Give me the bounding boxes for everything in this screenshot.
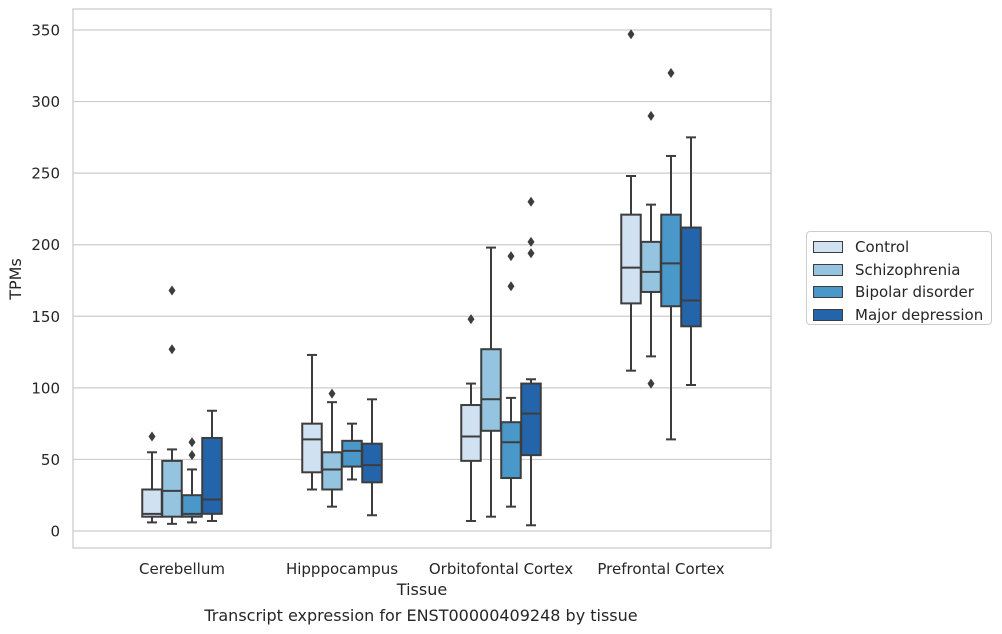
legend-label: Control (855, 238, 910, 257)
outlier-point (168, 285, 176, 296)
y-tick-label: 100 (31, 379, 60, 397)
x-tick-label: Cerebellum (139, 560, 225, 578)
plot-frame (72, 8, 772, 549)
outlier-point (168, 344, 176, 355)
box-major-depression (680, 136, 702, 386)
box-schizophrenia (640, 110, 662, 389)
x-axis-ticks: Cerebellum Hipppocampus Orbitofontal Corte… (139, 560, 725, 578)
box-iqr (361, 442, 383, 484)
outlier-point (507, 281, 515, 292)
legend-label: Major depression (855, 305, 984, 324)
box-iqr (141, 488, 163, 518)
outlier-point (188, 437, 196, 448)
outlier-point (188, 450, 196, 461)
y-tick-label: 200 (31, 236, 60, 254)
box-bipolar-disorder (181, 437, 203, 524)
outlier-point (507, 251, 515, 262)
outlier-point (527, 236, 535, 247)
legend-item: Schizophrenia (813, 259, 991, 282)
legend-swatch (813, 241, 843, 254)
legend-item: Bipolar disorder (813, 281, 991, 304)
outlier-point (467, 314, 475, 325)
legend-item: Major depression (813, 304, 991, 327)
x-tick-label: Orbitofontal Cortex (429, 560, 573, 578)
y-tick-label: 150 (31, 308, 60, 326)
chart-caption: Transcript expression for ENST0000040924… (204, 606, 638, 625)
y-tick-label: 300 (31, 93, 60, 111)
box-schizophrenia (321, 388, 343, 508)
box-major-depression (201, 409, 223, 522)
box-iqr (520, 382, 542, 457)
box-iqr (341, 439, 363, 468)
box-control (460, 314, 482, 522)
box-control (301, 353, 323, 491)
box-iqr (640, 240, 662, 293)
outlier-point (527, 196, 535, 207)
outlier-point (627, 29, 635, 40)
box-schizophrenia (161, 285, 183, 525)
x-axis-label: Tissue (396, 580, 447, 599)
box-major-depression (361, 398, 383, 517)
box-schizophrenia (480, 246, 502, 518)
box-control (141, 431, 163, 524)
box-plots (141, 29, 702, 527)
legend-item: Control (813, 236, 991, 259)
box-iqr (301, 422, 323, 474)
legend-swatch (813, 263, 843, 276)
outlier-point (328, 388, 336, 399)
box-iqr (321, 451, 343, 491)
outlier-point (647, 378, 655, 389)
y-axis-label: TPMs (6, 258, 25, 301)
y-tick-label: 350 (31, 22, 60, 40)
legend-label: Schizophrenia (855, 260, 961, 279)
box-iqr (201, 436, 223, 515)
box-iqr (161, 459, 183, 518)
box-iqr (480, 348, 502, 432)
x-tick-label: Prefrontal Cortex (597, 560, 724, 578)
outlier-point (148, 431, 156, 442)
outlier-point (527, 248, 535, 259)
legend: Control Schizophrenia Bipolar disorder Majo… (806, 231, 992, 325)
legend-swatch (813, 308, 843, 321)
outlier-point (667, 67, 675, 78)
box-iqr (460, 404, 482, 462)
box-iqr (500, 421, 522, 480)
box-bipolar-disorder (660, 67, 682, 441)
y-tick-label: 250 (31, 165, 60, 183)
legend-swatch (813, 286, 843, 299)
y-tick-label: 0 (50, 523, 60, 541)
box-bipolar-disorder (341, 422, 363, 481)
box-iqr (660, 213, 682, 308)
x-tick-label: Hipppocampus (286, 560, 398, 578)
y-tick-label: 50 (41, 451, 60, 469)
legend-label: Bipolar disorder (855, 283, 974, 302)
grid-lines (73, 29, 771, 532)
outlier-point (647, 110, 655, 121)
box-iqr (620, 213, 642, 305)
box-major-depression (520, 196, 542, 527)
box-iqr (680, 226, 702, 328)
y-axis-ticks: 0 50 100 150 200 250 300 350 (31, 22, 60, 541)
